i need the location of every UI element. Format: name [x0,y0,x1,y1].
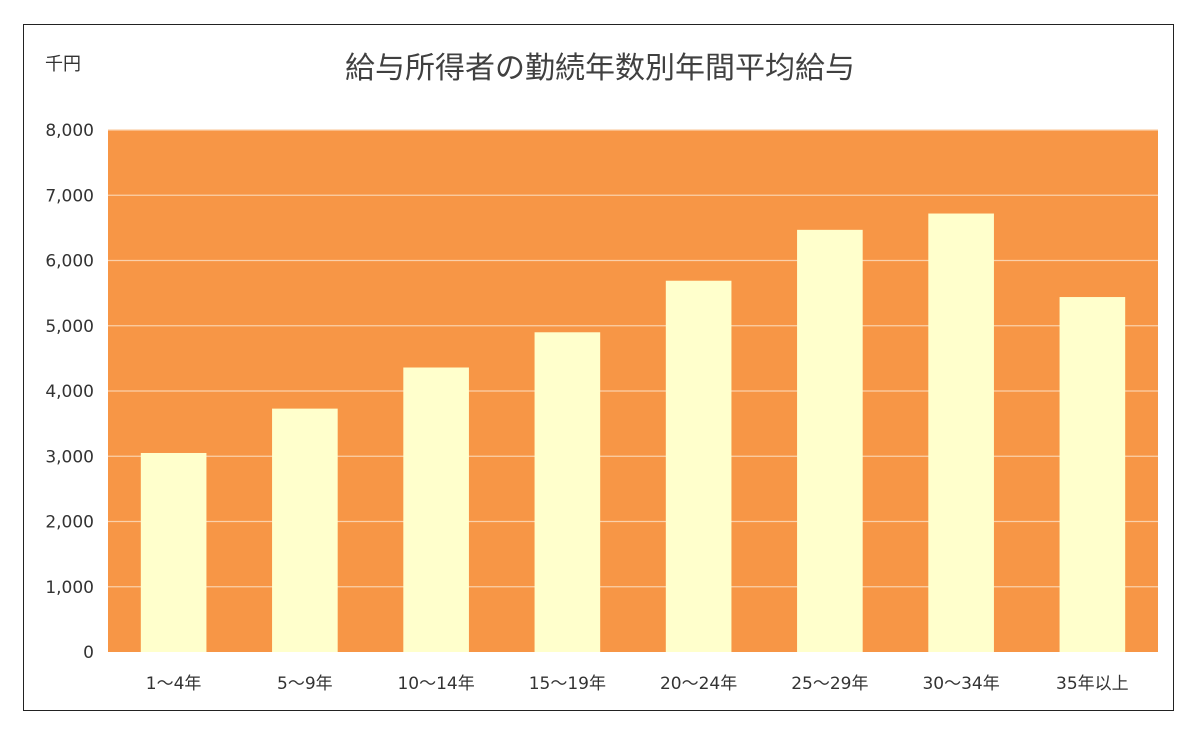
x-tick-label: 10〜14年 [397,674,474,694]
y-axis-ticks: 0 1,000 2,000 3,000 4,000 5,000 6,000 7,000 8,00… [45,121,94,663]
x-axis-ticks: 1〜4年 5〜9年 10〜14年 15〜19年 20〜24年 25〜29年 30〜34年 35… [146,674,1129,694]
bars [140,213,1126,652]
bar [403,367,469,652]
y-tick-label: 8,000 [45,121,94,141]
y-tick-label: 7,000 [45,186,94,206]
x-tick-label: 30〜34年 [922,674,999,694]
y-tick-label: 0 [83,643,94,663]
bar [534,332,601,652]
y-tick-label: 2,000 [45,513,94,533]
x-tick-label: 35年以上 [1056,674,1129,694]
y-tick-label: 5,000 [45,317,94,337]
bar [928,213,994,652]
x-tick-label: 15〜19年 [529,674,606,694]
y-tick-label: 4,000 [45,382,94,402]
chart-title: 給与所得者の勤続年数別年間平均給与 [345,51,855,86]
bar [797,229,863,652]
bar [272,408,338,652]
bar [140,452,207,652]
x-tick-label: 20〜24年 [660,674,737,694]
y-tick-label: 6,000 [45,252,94,272]
y-tick-label: 1,000 [45,578,94,598]
y-tick-label: 3,000 [45,447,94,467]
x-tick-label: 5〜9年 [277,674,333,694]
x-tick-label: 1〜4年 [146,674,202,694]
bar [665,280,732,652]
x-tick-label: 25〜29年 [791,674,868,694]
bar [1059,297,1126,652]
y-unit-label: 千円 [45,54,81,75]
